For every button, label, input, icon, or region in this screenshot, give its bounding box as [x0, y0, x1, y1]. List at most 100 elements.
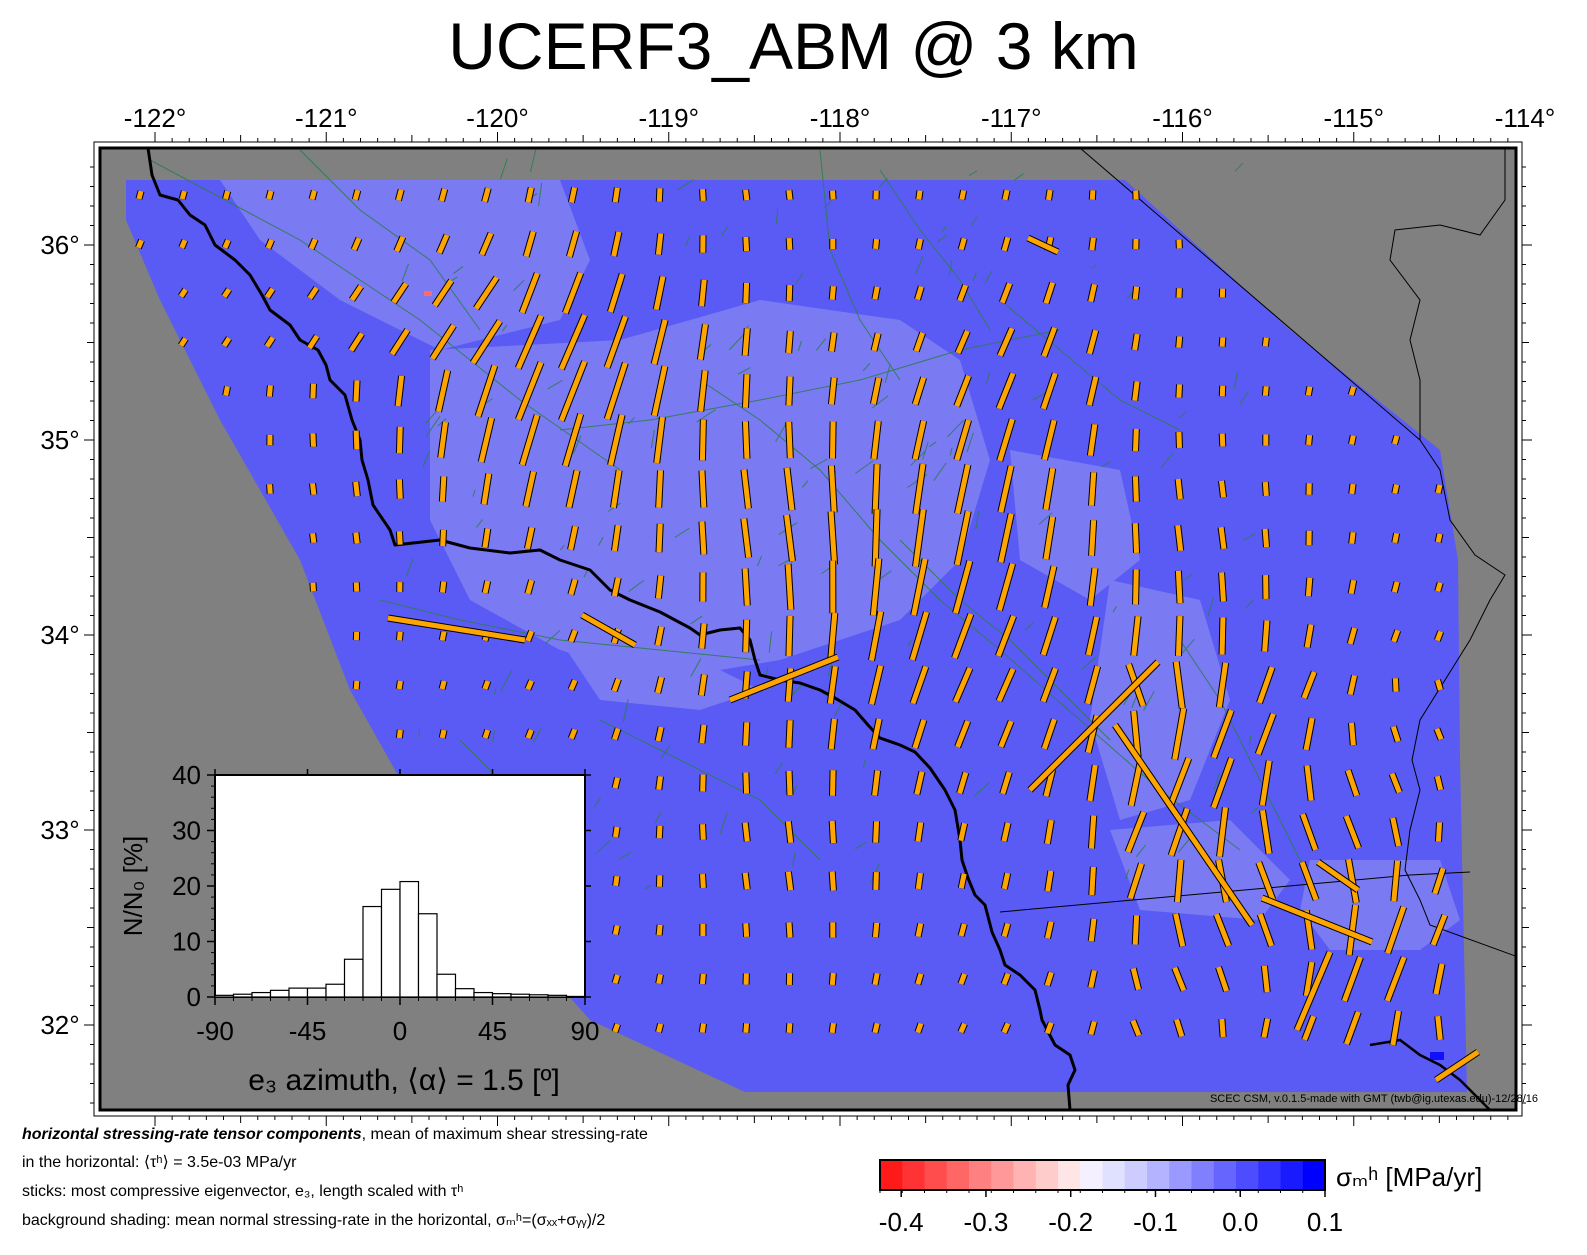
stress-stick [1088, 1020, 1097, 1036]
stress-stick [562, 413, 584, 467]
fault-trace [472, 489, 476, 497]
stress-stick [1174, 859, 1184, 903]
stress-stick [786, 376, 793, 406]
stress-stick [1040, 616, 1058, 656]
fault-trace [947, 419, 964, 438]
stress-stick [1262, 337, 1269, 347]
stress-stick [700, 189, 706, 201]
histogram-bar [306, 987, 327, 998]
stress-stick [396, 531, 403, 545]
fault-trace [1250, 806, 1259, 814]
stress-stick [872, 770, 881, 796]
stress-stick [1219, 337, 1226, 347]
stress-stick [869, 611, 884, 661]
azimuth-histogram: -90 -45 0 45 90 0 10 20 30 40 N/N₀ [%] e₃ azimuth… [118, 760, 599, 1097]
stress-stick [1044, 819, 1054, 845]
stress-stick [568, 525, 578, 551]
stress-stick [1041, 718, 1057, 750]
fault-trace [928, 441, 937, 448]
fault-trace [545, 630, 561, 644]
stress-stick [786, 284, 793, 302]
stress-stick [1391, 629, 1401, 643]
stress-stick [915, 238, 923, 250]
fault-trace [492, 730, 495, 742]
stress-stick [1173, 661, 1185, 709]
histogram-y-tick-label: 10 [172, 927, 201, 957]
colorbar: -0.4 -0.3 -0.2 -0.1 0.0 0.1 [879, 1159, 1343, 1237]
stress-stick [1176, 384, 1183, 398]
stress-stick [611, 524, 621, 552]
stress-stick [958, 873, 967, 889]
histogram-y-tick-label: 20 [172, 871, 201, 901]
stress-stick [1435, 484, 1443, 494]
stress-stick [742, 328, 750, 356]
stress-stick [568, 578, 578, 596]
stress-stick [697, 323, 708, 361]
fault-trace [1184, 573, 1193, 580]
stress-stick [1045, 870, 1054, 892]
stress-stick [1343, 815, 1361, 849]
stress-stick [1392, 678, 1399, 692]
histogram-bar [380, 888, 401, 998]
stress-stick [1434, 775, 1444, 791]
stress-stick [1430, 914, 1448, 946]
stress-stick [1435, 679, 1443, 691]
stress-stick [785, 564, 794, 610]
stress-stick [349, 284, 364, 302]
stress-stick [1257, 913, 1274, 947]
lon-label: -115° [1323, 103, 1384, 133]
stress-stick [742, 872, 750, 890]
fault-trace [1143, 690, 1155, 711]
stress-stick [1391, 860, 1401, 902]
fault-trace [1181, 638, 1195, 655]
stress-stick [613, 875, 620, 887]
stress-stick [353, 430, 360, 450]
colorbar-cell [1124, 1160, 1148, 1190]
stress-stick [1304, 765, 1314, 801]
fault-trace [972, 272, 977, 282]
stress-stick [1001, 972, 1011, 986]
stress-stick [1128, 759, 1144, 807]
stress-stick [870, 718, 882, 750]
stress-stick [829, 871, 836, 891]
stress-stick [1176, 431, 1182, 449]
stress-stick [872, 1022, 880, 1034]
stress-stick [698, 370, 708, 412]
colorbar-cell [946, 1160, 970, 1190]
map-frame [98, 146, 1518, 1112]
stress-stick [1175, 570, 1183, 604]
stress-stick [784, 467, 795, 511]
stress-stick [1174, 1018, 1185, 1038]
fault-trace [774, 762, 784, 774]
stress-stick [607, 273, 625, 313]
fault-trace [690, 658, 702, 677]
stress-stick [1167, 757, 1192, 809]
stress-stick [1172, 707, 1187, 761]
lon-label: -116° [1152, 103, 1213, 133]
stress-stick [873, 871, 879, 891]
stress-stick [912, 420, 927, 460]
stress-stick [699, 724, 707, 744]
histogram-bar [473, 991, 494, 998]
stress-stick [743, 282, 750, 304]
fault-trace [768, 631, 773, 653]
fault-trace [699, 379, 1241, 851]
histogram-ylabel: N/N₀ [%] [118, 836, 148, 936]
stress-stick [913, 332, 925, 352]
fault-trace [884, 363, 891, 383]
lon-label: -121° [295, 103, 357, 133]
histogram-bar [232, 993, 253, 998]
stress-stick [699, 419, 706, 461]
stress-stick [786, 190, 793, 200]
colorbar-cell [1102, 1160, 1126, 1190]
fault-trace [1160, 452, 1174, 469]
fault-trace [1013, 173, 1024, 181]
fault-trace [437, 418, 447, 427]
stress-stick [178, 288, 188, 298]
stress-stick [1262, 481, 1269, 497]
stress-stick [1435, 533, 1443, 543]
stress-stick [828, 612, 838, 660]
histogram-bar [454, 988, 475, 998]
stress-stick [655, 726, 664, 742]
stress-stick [438, 421, 448, 459]
